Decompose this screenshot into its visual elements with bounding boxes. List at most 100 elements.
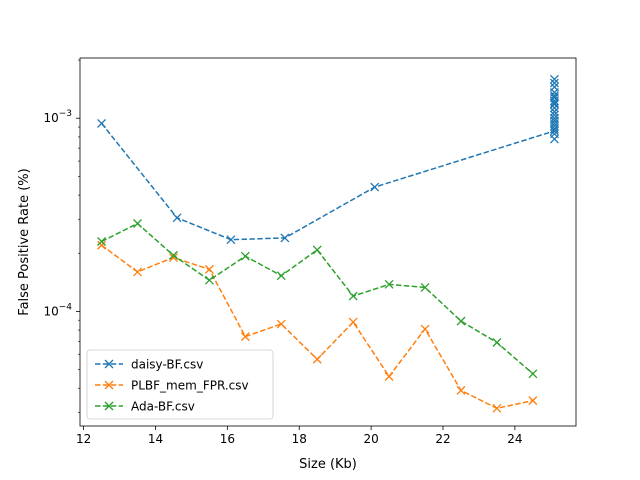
data-point xyxy=(240,332,250,342)
y-tick-base: 10 xyxy=(43,111,58,125)
marker-stroke xyxy=(204,264,214,274)
data-point xyxy=(168,250,178,260)
data-point xyxy=(133,267,142,277)
marker-stroke xyxy=(172,213,182,223)
data-point xyxy=(384,279,394,289)
marker-stroke xyxy=(420,324,430,334)
marker-stroke xyxy=(492,338,502,347)
marker-stroke xyxy=(384,279,394,289)
data-point xyxy=(549,74,559,84)
legend-entry: Ada-BF.csv xyxy=(95,400,195,414)
marker-stroke xyxy=(528,396,538,406)
y-tick-exponent: −3 xyxy=(59,109,72,119)
x-tick-label: 22 xyxy=(435,432,450,446)
marker-stroke xyxy=(549,78,559,88)
data-point xyxy=(276,271,286,281)
marker-stroke xyxy=(240,332,250,342)
x-tick-label: 12 xyxy=(76,432,91,446)
marker-stroke xyxy=(133,219,142,228)
data-point xyxy=(549,99,559,109)
data-point xyxy=(168,253,178,262)
marker-stroke xyxy=(420,282,430,292)
y-tick-label: 10−4 xyxy=(43,302,72,318)
data-point xyxy=(492,403,502,413)
marker-stroke xyxy=(549,107,559,117)
y-tick-exponent: −4 xyxy=(59,302,73,312)
legend-marker xyxy=(104,401,114,411)
data-point xyxy=(420,282,430,292)
data-point xyxy=(549,91,559,101)
marker-stroke xyxy=(312,354,322,364)
marker-stroke xyxy=(549,91,559,101)
series-2 xyxy=(97,219,538,379)
data-point xyxy=(456,385,466,395)
data-point xyxy=(97,237,107,246)
axes-frame xyxy=(79,57,577,427)
y-axis-ticks: 10−410−3 xyxy=(43,59,80,413)
legend-marker xyxy=(104,359,114,369)
data-point xyxy=(204,275,214,285)
data-point xyxy=(528,369,538,379)
legend: daisy-BF.csv PLBF_mem_FPR.csv Ada-BF.csv xyxy=(86,349,274,420)
data-point xyxy=(204,264,214,274)
marker-stroke xyxy=(97,118,107,128)
series-1 xyxy=(97,240,538,413)
data-point xyxy=(172,213,182,223)
data-point xyxy=(549,134,559,144)
data-point xyxy=(312,245,322,255)
data-point xyxy=(370,182,380,192)
data-point xyxy=(97,240,107,250)
extra-points-0 xyxy=(549,74,559,144)
data-point xyxy=(549,78,559,88)
x-tick-label: 24 xyxy=(507,432,522,446)
marker-stroke xyxy=(456,316,466,326)
data-point xyxy=(97,118,107,128)
marker-stroke xyxy=(384,372,394,381)
y-tick-base: 10 xyxy=(43,304,58,318)
marker-stroke xyxy=(240,251,250,261)
legend-entry: PLBF_mem_FPR.csv xyxy=(95,379,249,393)
data-point xyxy=(133,219,142,228)
data-point xyxy=(276,319,286,329)
marker-stroke xyxy=(97,237,107,246)
y-tick-label: 10−3 xyxy=(43,109,72,125)
data-point xyxy=(549,98,559,108)
marker-stroke xyxy=(549,74,559,84)
data-point xyxy=(348,317,358,327)
marker-stroke xyxy=(312,245,322,255)
marker-stroke xyxy=(104,380,114,390)
legend-label: daisy-BF.csv xyxy=(131,358,203,372)
marker-stroke xyxy=(348,291,358,301)
data-point xyxy=(549,107,559,117)
marker-stroke xyxy=(549,99,559,109)
legend-label: PLBF_mem_FPR.csv xyxy=(131,379,249,393)
x-tick-label: 18 xyxy=(292,432,307,446)
marker-stroke xyxy=(104,359,114,369)
marker-stroke xyxy=(456,385,466,395)
x-axis-label: Size (Kb) xyxy=(299,457,357,472)
x-tick-label: 14 xyxy=(148,432,163,446)
marker-stroke xyxy=(204,275,214,285)
data-point xyxy=(280,233,290,243)
x-axis-ticks: 12 14 16 18 20 22 24 xyxy=(76,426,523,446)
data-point xyxy=(240,251,250,261)
marker-stroke xyxy=(549,98,559,108)
marker-stroke xyxy=(528,369,538,379)
marker-stroke xyxy=(97,240,107,250)
series-layer xyxy=(97,74,559,413)
marker-stroke xyxy=(168,253,178,262)
x-tick-label: 20 xyxy=(363,432,378,446)
data-point xyxy=(492,338,502,347)
series-line xyxy=(101,122,555,241)
data-point xyxy=(312,354,322,364)
legend-label: Ada-BF.csv xyxy=(131,400,195,414)
data-point xyxy=(549,121,559,131)
legend-box xyxy=(86,349,274,420)
data-point xyxy=(348,291,358,301)
marker-stroke xyxy=(549,121,559,131)
marker-stroke xyxy=(348,317,358,327)
marker-stroke xyxy=(104,401,114,411)
data-point xyxy=(420,324,430,334)
data-point xyxy=(226,235,236,245)
